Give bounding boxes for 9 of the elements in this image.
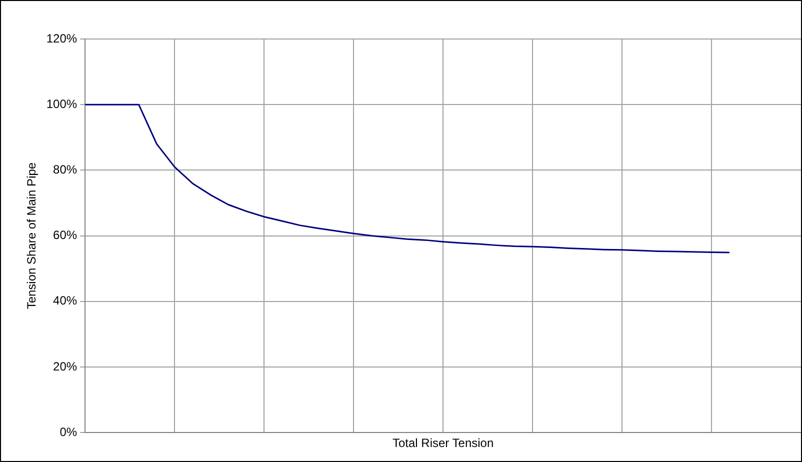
y-tick-label: 120% bbox=[46, 31, 78, 46]
y-tick-label: 20% bbox=[53, 359, 78, 374]
y-tick-label: 100% bbox=[46, 96, 78, 111]
y-tick-label: 0% bbox=[60, 424, 78, 439]
y-axis-title: Tension Share of Main Pipe bbox=[24, 162, 39, 310]
x-axis-title: Total Riser Tension bbox=[392, 436, 494, 450]
y-tick-label: 40% bbox=[53, 294, 78, 308]
y-tick-label: 60% bbox=[53, 228, 78, 242]
y-tick-label: 80% bbox=[53, 162, 78, 177]
